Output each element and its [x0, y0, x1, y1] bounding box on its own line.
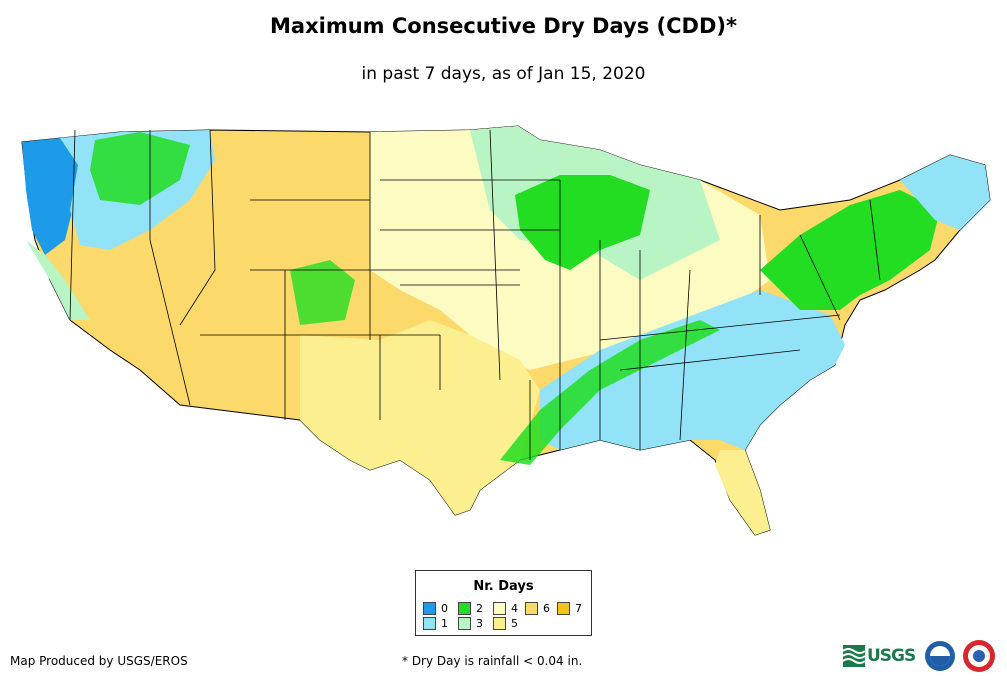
region-mississippi-green	[500, 320, 720, 465]
legend-swatch-3	[458, 617, 471, 630]
usgs-logo: USGS	[843, 642, 919, 670]
usgs-wordmark: USGS	[867, 646, 916, 666]
noaa-bird-icon	[930, 656, 950, 666]
legend-label-2: 2	[476, 602, 483, 615]
region-colorado-green	[290, 260, 355, 325]
legend-swatch-6	[525, 602, 538, 615]
legend-label-1: 1	[441, 617, 448, 630]
region-pacific-northwest	[22, 138, 80, 255]
legend-title: Nr. Days	[473, 579, 534, 594]
region-northeast	[760, 190, 940, 310]
region-rockies-green	[90, 132, 190, 205]
region-southeast	[540, 290, 845, 450]
legend-label-0: 0	[441, 602, 448, 615]
region-california-coast	[26, 240, 90, 320]
legend-label-4: 4	[511, 602, 518, 615]
map-credit: Map Produced by USGS/EROS	[10, 654, 188, 668]
noaa-logo	[925, 641, 955, 671]
legend-swatch-7	[557, 602, 570, 615]
state-borders	[69, 129, 881, 460]
nws-logo	[963, 640, 995, 672]
map-title: Maximum Consecutive Dry Days (CDD)*	[270, 14, 737, 38]
legend-swatch-5	[493, 617, 506, 630]
usgs-wave-icon	[843, 645, 865, 667]
legend-swatch-1	[423, 617, 436, 630]
us-cdd-map	[21, 125, 991, 536]
legend-label-5: 5	[511, 617, 518, 630]
region-texas	[300, 320, 540, 515]
legend-swatch-2	[458, 602, 471, 615]
dry-day-footnote: * Dry Day is rainfall < 0.04 in.	[402, 654, 583, 668]
nws-core-icon	[973, 650, 985, 662]
legend-label-6: 6	[543, 602, 550, 615]
legend-label-7: 7	[575, 602, 582, 615]
legend-swatch-0	[423, 602, 436, 615]
legend: Nr. Days 0 2 4 6 7 1 3 5	[415, 570, 592, 636]
map-subtitle: in past 7 days, as of Jan 15, 2020	[361, 64, 646, 84]
legend-label-3: 3	[476, 617, 483, 630]
region-florida	[715, 450, 770, 535]
legend-swatch-4	[493, 602, 506, 615]
region-upper-midwest-green	[515, 175, 650, 270]
region-new-england	[900, 155, 990, 230]
